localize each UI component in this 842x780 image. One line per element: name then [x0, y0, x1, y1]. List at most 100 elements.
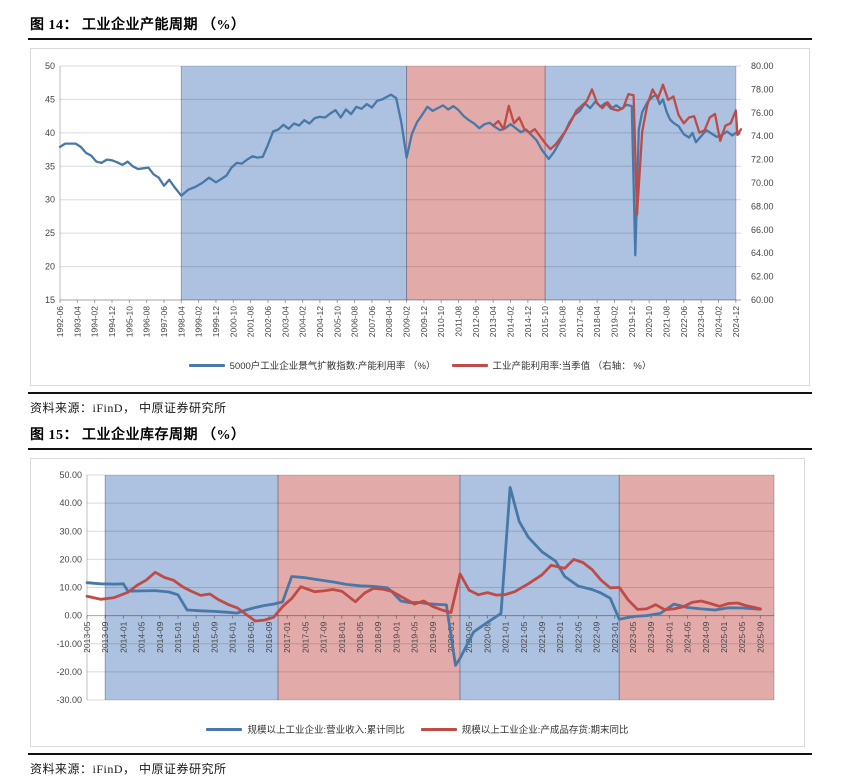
legend-item-0: 规模以上工业企业:营业收入:累计同比 — [206, 722, 405, 736]
svg-text:2019-12: 2019-12 — [627, 306, 637, 337]
svg-text:2009-02: 2009-02 — [402, 306, 412, 337]
band-red — [406, 66, 546, 300]
svg-text:2018-05: 2018-05 — [355, 621, 365, 652]
capacity-cycle-legend: 5000户工业企业景气扩散指数:产能利用率 （%） 工业产能利用率:当季值 （右轴… — [31, 358, 809, 372]
svg-text:2013-05: 2013-05 — [82, 621, 92, 652]
legend-label: 规模以上工业企业:营业收入:累计同比 — [247, 725, 405, 736]
svg-text:60.00: 60.00 — [751, 295, 774, 305]
svg-text:20: 20 — [45, 262, 55, 272]
svg-text:64.00: 64.00 — [751, 248, 774, 258]
cycle-bands — [180, 66, 737, 300]
svg-text:-30.00: -30.00 — [56, 695, 82, 705]
divider-top-fig14 — [28, 38, 812, 40]
divider-top-fig15 — [28, 448, 812, 450]
svg-text:2025-09: 2025-09 — [755, 621, 765, 652]
x-axis-ticks: 2013-05 2013-09 2014-01 2014-05 2014-09 2015-… — [82, 615, 765, 653]
cycle-bands — [104, 475, 775, 700]
svg-text:72.00: 72.00 — [751, 155, 774, 165]
svg-text:2002-06: 2002-06 — [263, 306, 273, 337]
svg-text:2016-08: 2016-08 — [558, 306, 568, 337]
gridlines — [87, 474, 774, 701]
svg-text:2003-04: 2003-04 — [280, 306, 290, 337]
svg-text:2024-12: 2024-12 — [731, 306, 741, 337]
svg-text:2016-01: 2016-01 — [228, 621, 238, 652]
svg-text:2015-10: 2015-10 — [540, 306, 550, 337]
legend-item-1: 规模以上工业企业:产成品存货:期末同比 — [420, 722, 629, 736]
figure15-source: 资料来源：iFinD， 中原证券研究所 — [30, 762, 227, 776]
band-blue — [545, 66, 736, 300]
svg-text:40.00: 40.00 — [59, 498, 82, 508]
svg-text:2019-02: 2019-02 — [610, 306, 620, 337]
legend-label: 规模以上工业企业:产成品存货:期末同比 — [461, 725, 629, 736]
svg-text:2016-09: 2016-09 — [264, 621, 274, 652]
legend-label: 5000户工业企业景气扩散指数:产能利用率 （%） — [229, 361, 436, 372]
svg-text:70.00: 70.00 — [751, 178, 774, 188]
svg-text:1995-10: 1995-10 — [124, 306, 134, 337]
x-axis-ticks: 1992-06 1993-04 1994-02 1994-12 1995-10 1996-… — [55, 300, 741, 337]
svg-text:30.00: 30.00 — [59, 526, 82, 536]
svg-text:2023-04: 2023-04 — [696, 306, 706, 337]
svg-text:2021-01: 2021-01 — [501, 621, 511, 652]
svg-text:20.00: 20.00 — [59, 554, 82, 564]
svg-text:2018-04: 2018-04 — [592, 306, 602, 337]
legend-line-sample — [188, 363, 225, 367]
svg-text:1994-12: 1994-12 — [107, 306, 117, 337]
svg-text:2023-09: 2023-09 — [646, 621, 656, 652]
svg-text:30: 30 — [45, 195, 55, 205]
svg-text:2017-09: 2017-09 — [319, 621, 329, 652]
capacity-cycle-chart: 15 20 25 30 35 40 45 50 60.00 62.00 64.00 66.00 68.0… — [30, 48, 810, 386]
svg-text:68.00: 68.00 — [751, 201, 774, 211]
svg-text:2017-01: 2017-01 — [282, 621, 292, 652]
svg-text:40: 40 — [45, 128, 55, 138]
svg-text:2022-01: 2022-01 — [555, 621, 565, 652]
svg-text:50: 50 — [45, 61, 55, 71]
svg-text:35: 35 — [45, 161, 55, 171]
svg-text:2023-01: 2023-01 — [610, 621, 620, 652]
svg-text:2007-06: 2007-06 — [367, 306, 377, 337]
svg-text:2022-09: 2022-09 — [592, 621, 602, 652]
svg-text:2014-02: 2014-02 — [506, 306, 516, 337]
svg-text:10.00: 10.00 — [59, 583, 82, 593]
svg-text:1999-12: 1999-12 — [211, 306, 221, 337]
capacity-cycle-plot: 15 20 25 30 35 40 45 50 60.00 62.00 64.00 66.00 68.0… — [45, 61, 774, 337]
svg-text:0.00: 0.00 — [64, 611, 82, 621]
series-line-0 — [58, 93, 741, 257]
left-axis-ticks: 15 20 25 30 35 40 45 50 — [45, 61, 55, 305]
svg-text:2000-10: 2000-10 — [228, 306, 238, 337]
svg-text:78.00: 78.00 — [751, 84, 774, 94]
svg-text:2001-08: 2001-08 — [246, 306, 256, 337]
svg-text:2020-09: 2020-09 — [482, 621, 492, 652]
legend-line-sample — [420, 727, 457, 731]
svg-text:2005-10: 2005-10 — [332, 306, 342, 337]
svg-text:2017-06: 2017-06 — [575, 306, 585, 337]
band-blue — [460, 475, 620, 700]
legend-label: 工业产能利用率:当季值 （右轴： %） — [492, 361, 652, 372]
left-axis-ticks: -30.00 -20.00 -10.00 0.00 10.00 20.00 30.00 40.… — [56, 470, 82, 705]
inventory-cycle-plot: -30.00 -20.00 -10.00 0.00 10.00 20.00 30.00 40.… — [56, 470, 775, 705]
svg-text:2019-09: 2019-09 — [428, 621, 438, 652]
figure14-title: 图 14： 工业企业产能周期 （%） — [30, 18, 246, 33]
right-axis-ticks: 60.00 62.00 64.00 66.00 68.00 70.00 72.00 74.00… — [751, 61, 774, 305]
svg-text:1993-04: 1993-04 — [72, 306, 82, 337]
svg-text:1999-02: 1999-02 — [194, 306, 204, 337]
svg-text:2019-01: 2019-01 — [391, 621, 401, 652]
svg-text:45: 45 — [45, 94, 55, 104]
svg-text:2004-02: 2004-02 — [298, 306, 308, 337]
divider-bottom-fig14 — [28, 392, 812, 394]
svg-text:2014-05: 2014-05 — [137, 621, 147, 652]
svg-text:2025-05: 2025-05 — [737, 621, 747, 652]
svg-text:1996-08: 1996-08 — [142, 306, 152, 337]
svg-text:2021-08: 2021-08 — [661, 306, 671, 337]
svg-text:74.00: 74.00 — [751, 131, 774, 141]
svg-text:2018-09: 2018-09 — [373, 621, 383, 652]
svg-text:2024-02: 2024-02 — [713, 306, 723, 337]
svg-text:2022-06: 2022-06 — [679, 306, 689, 337]
svg-text:2013-09: 2013-09 — [100, 621, 110, 652]
svg-text:1994-02: 1994-02 — [90, 306, 100, 337]
svg-text:2015-01: 2015-01 — [173, 621, 183, 652]
series-line-1 — [492, 83, 743, 216]
svg-text:2006-08: 2006-08 — [350, 306, 360, 337]
gridlines — [60, 65, 741, 301]
svg-text:2012-06: 2012-06 — [471, 306, 481, 337]
svg-text:2025-01: 2025-01 — [719, 621, 729, 652]
